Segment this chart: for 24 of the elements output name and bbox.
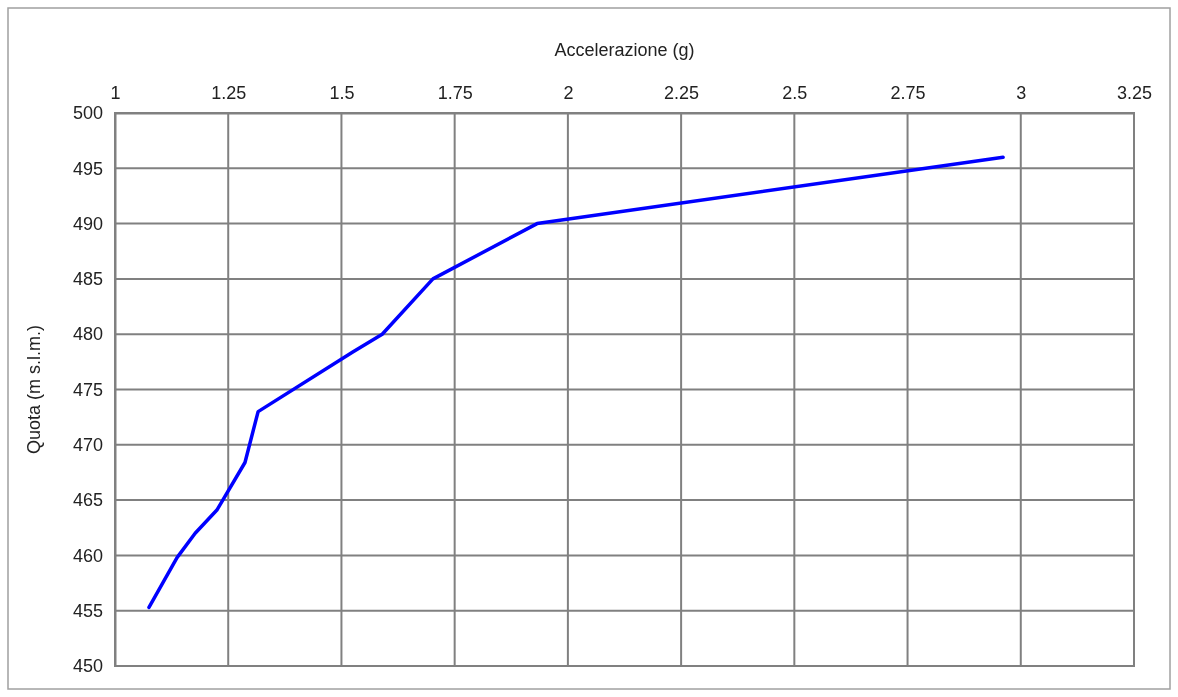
x-tick-label: 2.5 [782,83,808,103]
x-tick-label: 2 [563,83,574,103]
x-tick-label: 3.25 [1116,83,1153,103]
x-axis-title: Accelerazione (g) [554,40,695,60]
y-tick-label: 480 [72,324,103,345]
y-tick-label: 450 [72,656,103,677]
y-tick-label: 500 [72,103,103,124]
y-tick-label: 485 [72,269,103,290]
y-tick-label: 465 [72,490,103,511]
x-tick-label: 1.5 [329,83,355,103]
y-tick-label: 460 [72,545,103,566]
y-tick-label: 475 [72,379,103,400]
y-tick-label: 490 [72,213,103,234]
y-axis-title: Quota (m s.l.m.) [24,324,44,455]
x-tick-label: 2.25 [664,83,700,103]
y-tick-label: 495 [72,158,103,179]
x-tick-label: 1.25 [211,83,247,103]
y-tick-label: 470 [72,435,103,456]
line-series [147,155,1005,610]
x-tick-label: 2.75 [890,83,926,103]
x-tick-label: 1 [110,83,121,103]
x-tick-label: 1.75 [437,83,473,103]
x-tick-label: 3 [1016,83,1027,103]
y-tick-label: 455 [72,600,103,621]
